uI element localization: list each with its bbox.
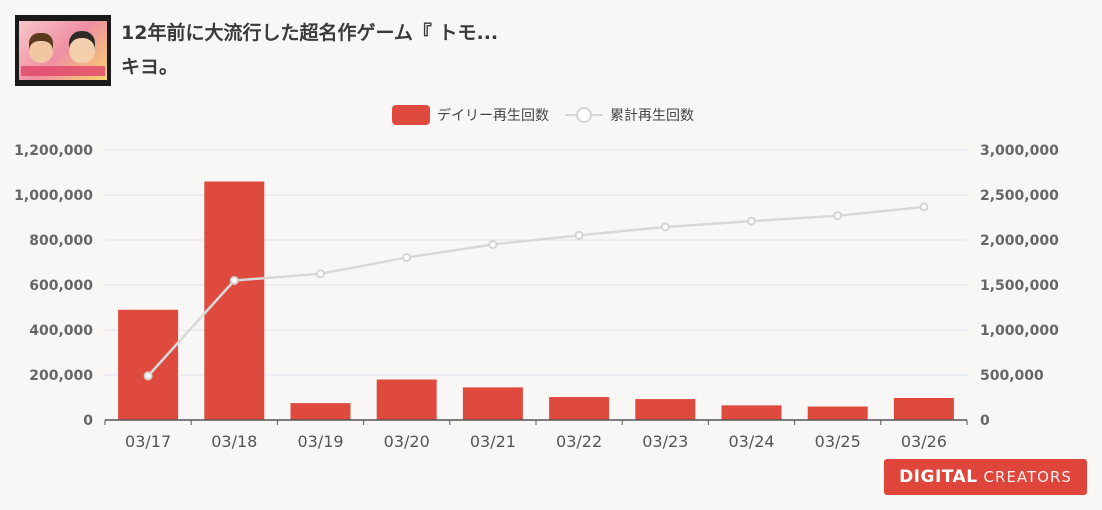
y-right-tick-label: 500,000 [980, 368, 1044, 384]
x-tick-label: 03/26 [901, 432, 947, 451]
point-cumulative-views [143, 371, 153, 381]
x-tick-label: 03/19 [297, 432, 343, 451]
y-right-tick-label: 2,000,000 [980, 233, 1059, 249]
point-cumulative-views [660, 222, 670, 232]
bar-daily-views [204, 181, 265, 420]
bar-daily-views [118, 309, 179, 420]
y-right-tick-label: 2,500,000 [980, 188, 1059, 204]
x-tick-label: 03/18 [211, 432, 257, 451]
y-left-tick-label: 800,000 [29, 233, 93, 249]
x-tick-label: 03/25 [815, 432, 861, 451]
line-cumulative-views [147, 205, 925, 377]
bar-daily-views [549, 397, 610, 420]
y-left-tick-label: 0 [83, 413, 93, 429]
y-left-tick-label: 200,000 [29, 368, 93, 384]
y-left-tick-label: 1,000,000 [14, 188, 93, 204]
legend-label-daily[interactable]: デイリー再生回数 [437, 108, 549, 124]
digital-creators-logo: DIGITAL CREATORS [884, 459, 1087, 495]
thumbnail-banner [21, 66, 105, 76]
point-cumulative-views [833, 211, 843, 221]
point-cumulative-views [402, 253, 412, 263]
video-thumbnail[interactable] [15, 15, 111, 86]
bar-daily-views [462, 387, 523, 420]
bar-daily-views [290, 403, 351, 420]
point-cumulative-views [229, 276, 239, 285]
thumbnail-image [19, 21, 107, 80]
point-cumulative-views [747, 216, 756, 226]
x-tick-label: 03/17 [125, 432, 171, 451]
bar-daily-views [721, 405, 782, 420]
y-left-tick-label: 1,200,000 [14, 143, 93, 159]
y-right-tick-label: 1,000,000 [980, 323, 1059, 339]
thumbnail-character-right [69, 31, 95, 63]
bar-daily-views [807, 406, 868, 420]
x-tick-label: 03/22 [556, 432, 602, 451]
bar-daily-views [376, 379, 437, 420]
point-cumulative-views [316, 269, 325, 279]
x-tick-label: 03/21 [470, 432, 516, 451]
logo-text-bold: DIGITAL [899, 467, 978, 487]
legend-label-cumulative[interactable]: 累計再生回数 [610, 108, 694, 124]
legend-line-swatch[interactable] [565, 105, 603, 125]
bar-daily-views [635, 399, 696, 420]
logo-text-light: CREATORS [983, 468, 1072, 486]
chart-legend: デイリー再生回数 累計再生回数 [392, 103, 694, 127]
bar-daily-views [893, 397, 954, 420]
point-cumulative-views [488, 240, 498, 249]
y-left-tick-label: 600,000 [29, 278, 93, 294]
video-title[interactable]: 12年前に大流行した超名作ゲーム『 トモ... キヨ。 [121, 22, 499, 78]
legend-bar-swatch[interactable] [392, 105, 430, 125]
x-tick-label: 03/20 [384, 432, 430, 451]
y-right-tick-label: 1,500,000 [980, 278, 1059, 294]
y-right-tick-label: 3,000,000 [980, 143, 1059, 159]
y-left-tick-label: 400,000 [29, 323, 93, 339]
point-cumulative-views [574, 230, 584, 240]
y-right-tick-label: 0 [980, 413, 990, 429]
x-tick-label: 03/24 [728, 432, 774, 451]
thumbnail-character-left [29, 33, 53, 63]
point-cumulative-views [919, 202, 929, 212]
x-tick-label: 03/23 [642, 432, 688, 451]
